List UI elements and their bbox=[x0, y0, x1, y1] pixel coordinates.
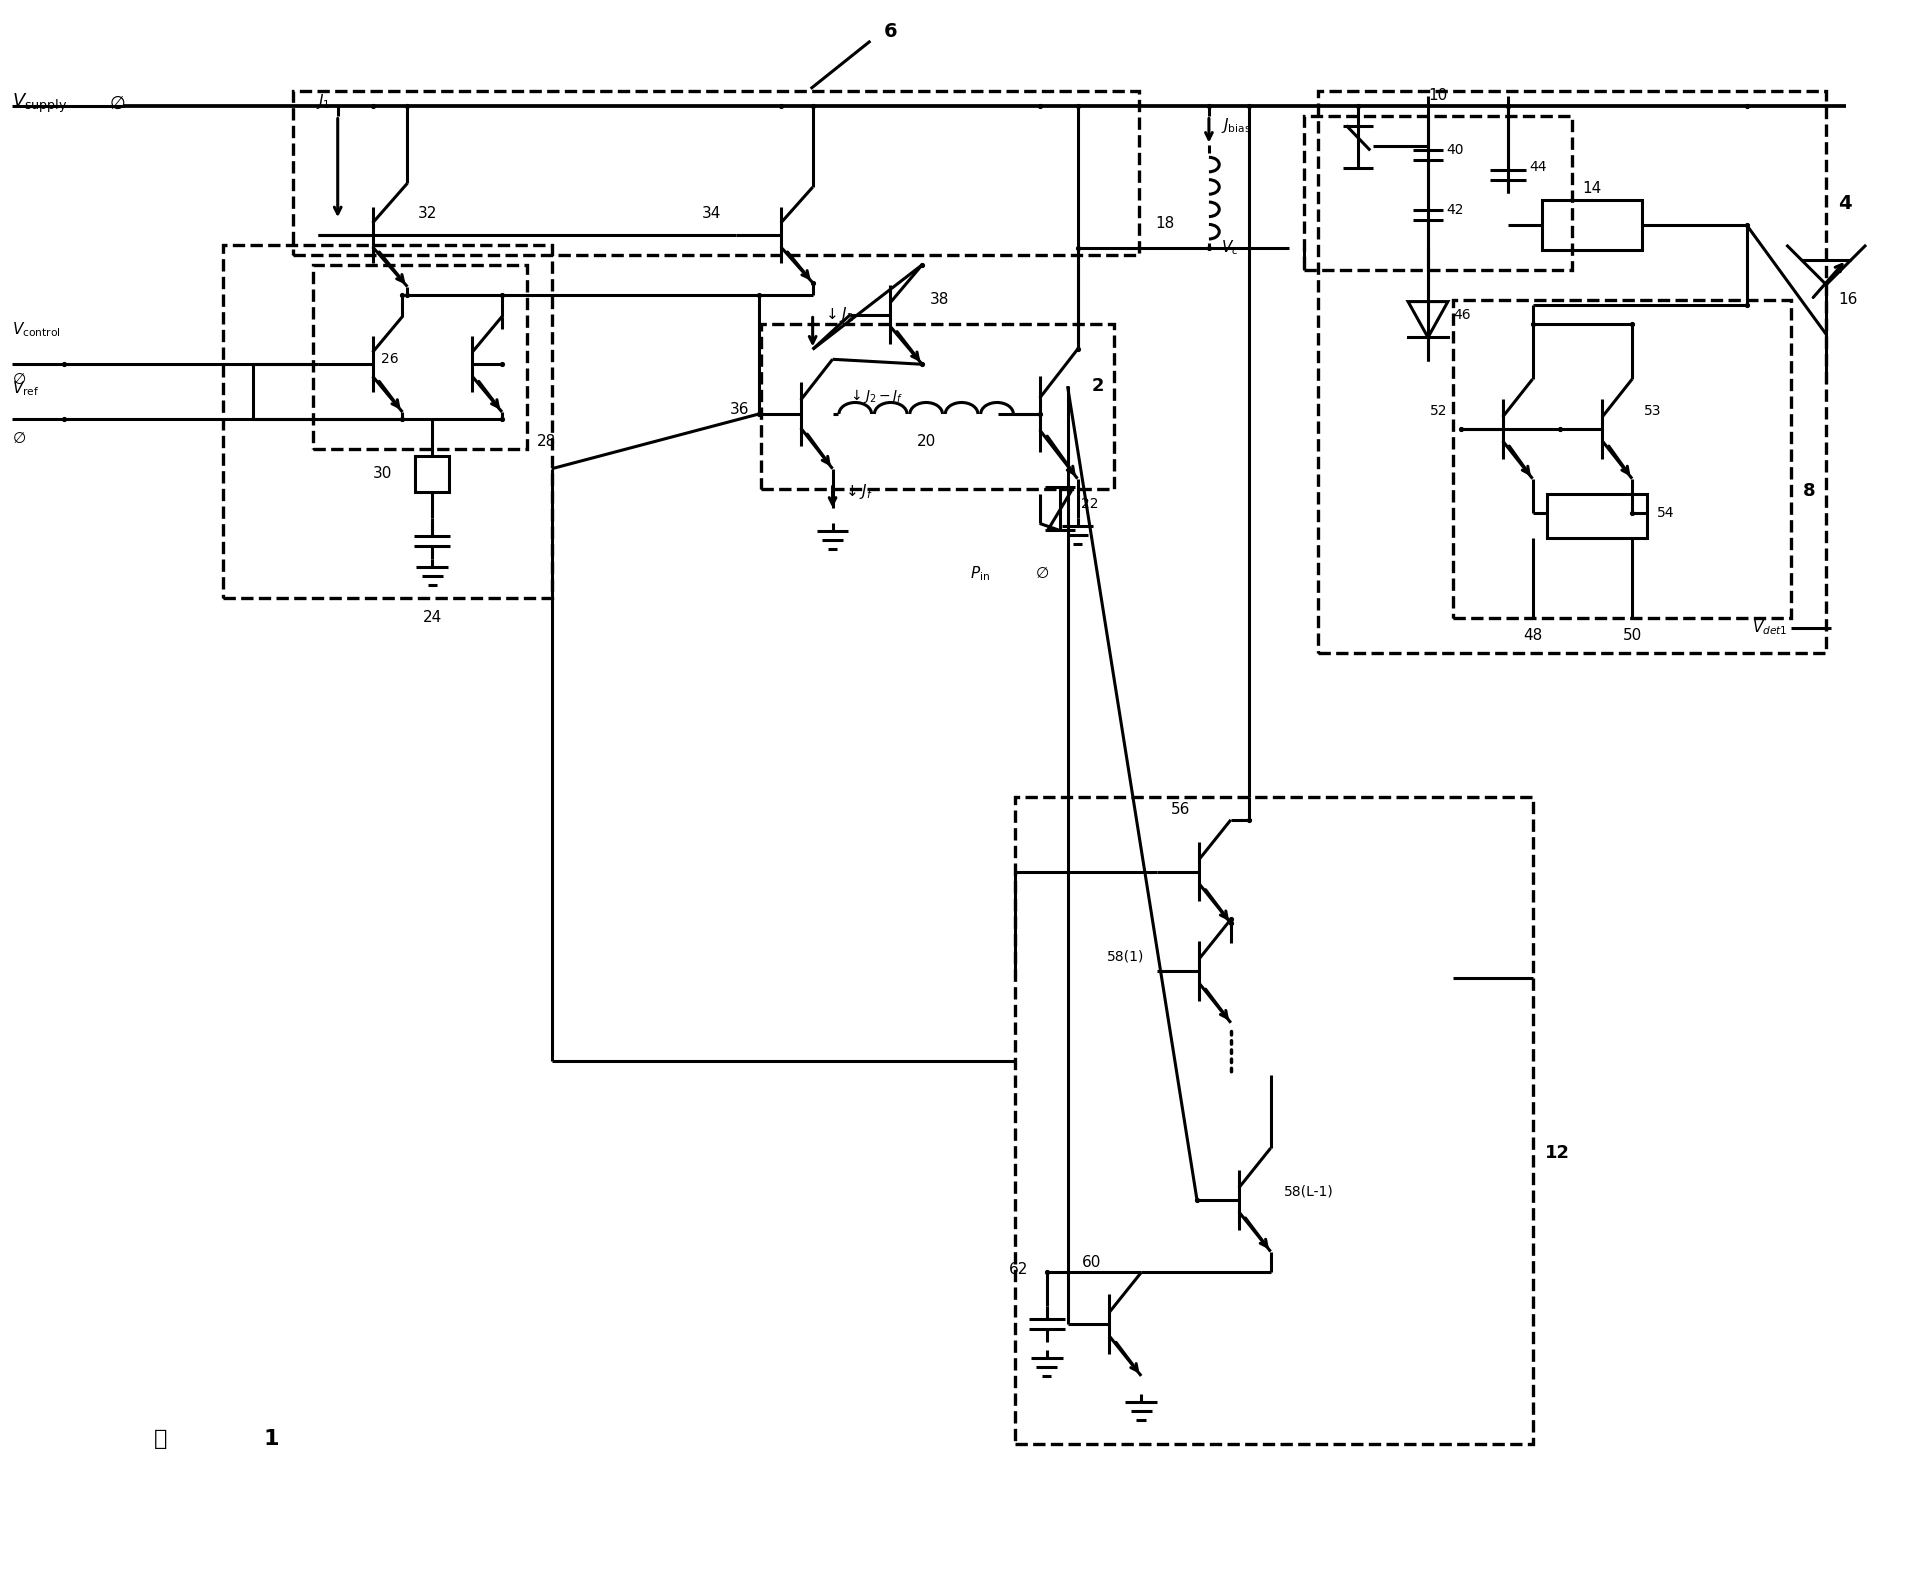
Text: 16: 16 bbox=[1838, 293, 1858, 307]
Polygon shape bbox=[1407, 302, 1448, 337]
Text: 62: 62 bbox=[1009, 1262, 1028, 1277]
Text: $\downarrow J_2 - J_f$: $\downarrow J_2 - J_f$ bbox=[847, 388, 903, 405]
Text: $\emptyset$: $\emptyset$ bbox=[12, 372, 27, 386]
Bar bbox=[223, 245, 552, 598]
Bar bbox=[1014, 797, 1532, 1443]
Text: 60: 60 bbox=[1082, 1255, 1101, 1270]
Text: 58(L-1): 58(L-1) bbox=[1284, 1185, 1334, 1199]
Text: $\downarrow J_f$: $\downarrow J_f$ bbox=[843, 483, 872, 501]
Bar bbox=[1548, 494, 1648, 538]
Text: $V_{\rm control}$: $V_{\rm control}$ bbox=[12, 320, 62, 339]
Text: 56: 56 bbox=[1170, 802, 1192, 818]
Bar bbox=[314, 264, 527, 449]
Text: $\emptyset$: $\emptyset$ bbox=[108, 95, 125, 112]
Text: 28: 28 bbox=[537, 435, 556, 449]
Bar bbox=[1542, 201, 1642, 250]
Bar bbox=[293, 90, 1140, 255]
Text: $\downarrow J_2$: $\downarrow J_2$ bbox=[822, 305, 853, 324]
Text: 40: 40 bbox=[1446, 144, 1463, 157]
Text: $V_{\rm supply}$: $V_{\rm supply}$ bbox=[12, 92, 67, 115]
Text: 6: 6 bbox=[884, 22, 897, 41]
Text: 46: 46 bbox=[1453, 307, 1471, 321]
Text: $\emptyset$: $\emptyset$ bbox=[1034, 566, 1049, 581]
Text: 26: 26 bbox=[381, 353, 398, 367]
Bar bbox=[416, 456, 449, 492]
Text: 52: 52 bbox=[1430, 403, 1448, 418]
Text: $P_{\rm in}$: $P_{\rm in}$ bbox=[970, 563, 989, 582]
Text: $V_c$: $V_c$ bbox=[1220, 239, 1240, 258]
Bar bbox=[1319, 90, 1827, 653]
Text: 4: 4 bbox=[1838, 193, 1852, 212]
Text: 12: 12 bbox=[1544, 1144, 1569, 1161]
Bar bbox=[1303, 115, 1573, 271]
Text: 53: 53 bbox=[1644, 403, 1661, 418]
Text: 1: 1 bbox=[264, 1429, 279, 1449]
Text: $\emptyset$: $\emptyset$ bbox=[12, 432, 27, 446]
Text: 14: 14 bbox=[1582, 180, 1602, 196]
Text: 30: 30 bbox=[373, 467, 393, 481]
Text: 图: 图 bbox=[154, 1427, 167, 1449]
Text: 2: 2 bbox=[1091, 377, 1103, 396]
Bar bbox=[1453, 299, 1792, 619]
Text: 50: 50 bbox=[1623, 628, 1642, 644]
Text: $V_{det1}$: $V_{det1}$ bbox=[1752, 619, 1786, 638]
Text: 38: 38 bbox=[930, 293, 949, 307]
Text: 10: 10 bbox=[1428, 89, 1448, 103]
Text: 36: 36 bbox=[730, 402, 749, 416]
Text: 32: 32 bbox=[418, 206, 437, 220]
Text: 34: 34 bbox=[701, 206, 720, 220]
Text: 18: 18 bbox=[1155, 215, 1174, 231]
Text: 22: 22 bbox=[1082, 497, 1099, 511]
Text: 48: 48 bbox=[1523, 628, 1542, 644]
Text: $V_{\rm ref}$: $V_{\rm ref}$ bbox=[12, 380, 40, 399]
Text: 8: 8 bbox=[1804, 481, 1815, 500]
Text: 24: 24 bbox=[424, 611, 443, 625]
Text: $J_{\rm bias}$: $J_{\rm bias}$ bbox=[1220, 115, 1251, 134]
Text: $J_1$: $J_1$ bbox=[316, 92, 331, 111]
Text: 54: 54 bbox=[1657, 506, 1675, 520]
Bar bbox=[760, 324, 1115, 489]
Text: 42: 42 bbox=[1446, 202, 1463, 217]
Text: 44: 44 bbox=[1530, 160, 1548, 174]
Text: 58(1): 58(1) bbox=[1107, 949, 1143, 963]
Text: 20: 20 bbox=[916, 435, 936, 449]
